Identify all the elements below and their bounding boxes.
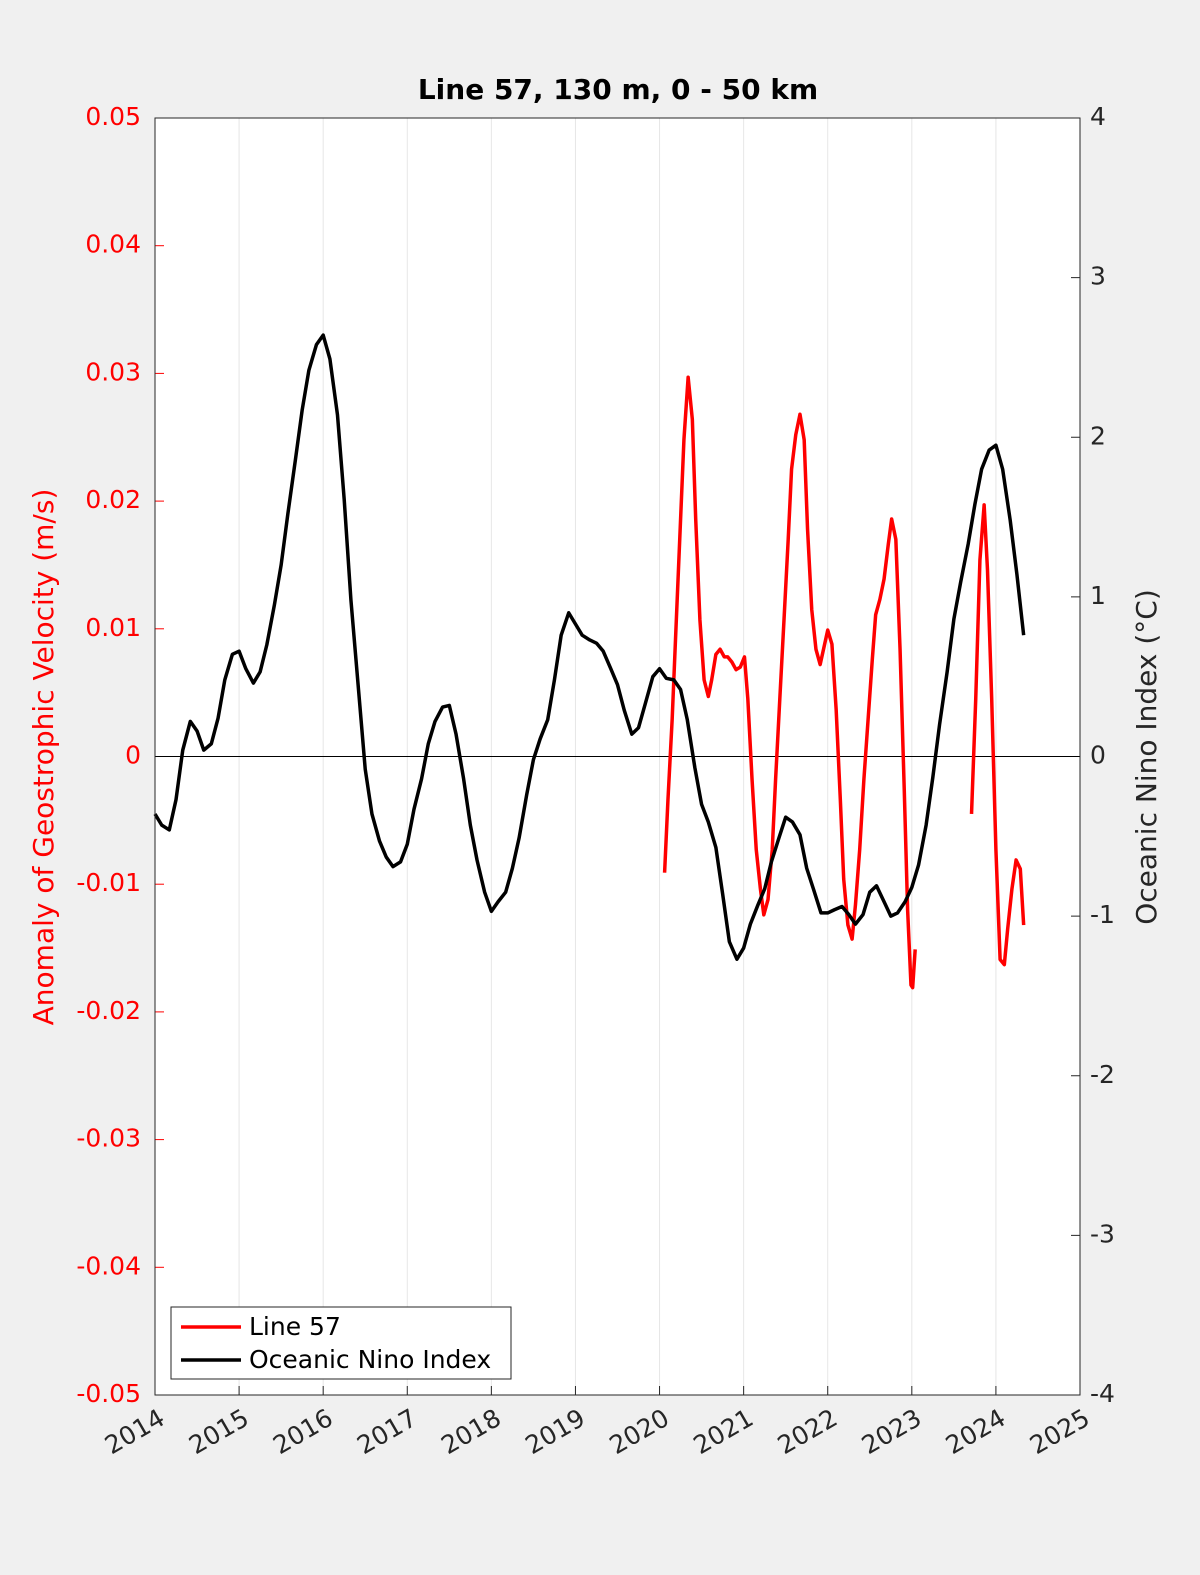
y-tick-label: -0.02 bbox=[76, 996, 141, 1025]
y-tick-label: -0.04 bbox=[76, 1251, 141, 1280]
y-tick-label: 0.04 bbox=[85, 230, 141, 259]
y2-tick-label: 2 bbox=[1090, 421, 1106, 450]
y2-tick-label: 3 bbox=[1090, 262, 1106, 291]
data-line bbox=[662, 375, 1026, 990]
y-tick-label: -0.03 bbox=[76, 1124, 141, 1153]
legend-box bbox=[170, 1306, 512, 1380]
y2-tick-label: -2 bbox=[1090, 1060, 1115, 1089]
y-tick-label: -0.05 bbox=[76, 1379, 141, 1408]
y2-axis-label: Oceanic Nino Index (°C) bbox=[1130, 589, 1163, 925]
y2-tick-label: 1 bbox=[1090, 581, 1106, 610]
y2-tick-label: -1 bbox=[1090, 900, 1115, 929]
y2-tick-label: 0 bbox=[1090, 741, 1106, 770]
y-tick-label: 0.02 bbox=[85, 485, 141, 514]
y-tick-label: 0.01 bbox=[85, 613, 141, 642]
y-tick-label: 0.05 bbox=[85, 102, 141, 131]
legend-label: Line 57 bbox=[249, 1312, 341, 1341]
chart-title: Line 57, 130 m, 0 - 50 km bbox=[418, 73, 818, 106]
legend-label: Oceanic Nino Index bbox=[249, 1345, 491, 1374]
y-tick-label: 0 bbox=[125, 741, 141, 770]
y2-tick-label: -3 bbox=[1090, 1219, 1115, 1248]
plot-border bbox=[154, 117, 1081, 1396]
y-tick-label: -0.01 bbox=[76, 868, 141, 897]
y2-tick-label: -4 bbox=[1090, 1379, 1115, 1408]
y-tick-label: 0.03 bbox=[85, 357, 141, 386]
y-axis-label: Anomaly of Geostrophic Velocity (m/s) bbox=[27, 489, 60, 1026]
data-line bbox=[153, 333, 1026, 961]
y2-tick-label: 4 bbox=[1090, 102, 1106, 131]
